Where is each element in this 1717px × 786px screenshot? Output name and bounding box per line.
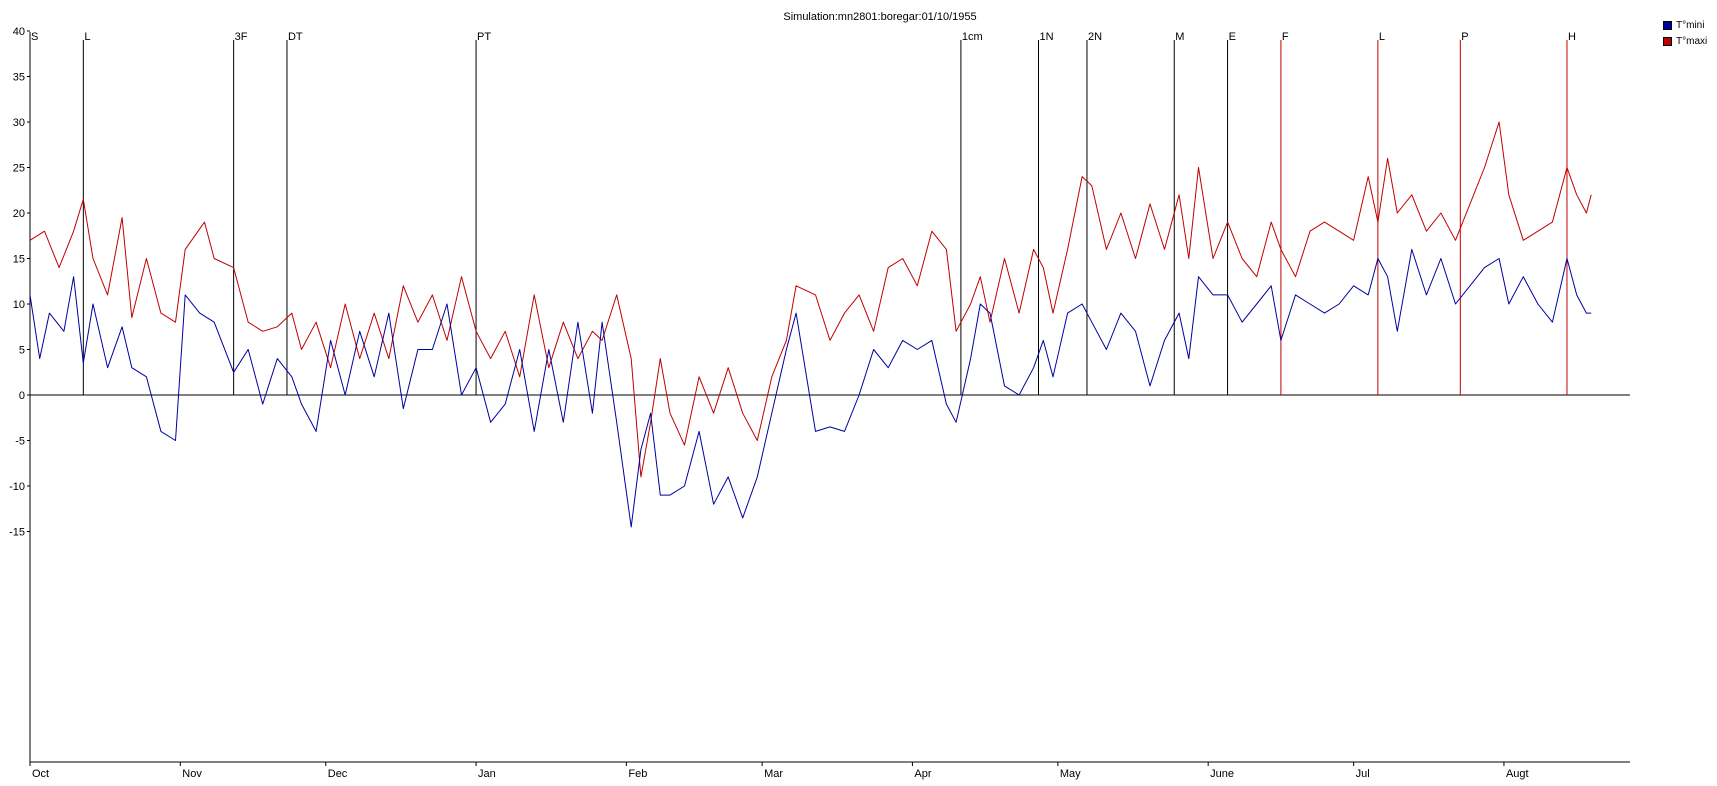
- x-tick-label: Mar: [764, 768, 783, 780]
- legend-item-tmini: T°mini: [1663, 17, 1707, 33]
- y-tick-label: 30: [13, 117, 25, 129]
- stage-marker-label: M: [1175, 31, 1184, 43]
- y-tick-label: 10: [13, 299, 25, 311]
- stage-marker-label: H: [1568, 31, 1576, 43]
- x-tick-label: Jul: [1356, 768, 1370, 780]
- y-tick-label: -5: [15, 436, 25, 448]
- y-tick-label: 5: [19, 345, 25, 357]
- stage-marker-label: PT: [477, 31, 491, 43]
- stage-marker-label: 1cm: [962, 31, 983, 43]
- stage-markers: S L 3F DT PT 1cm 1N 2N M E F L P H: [31, 31, 1576, 395]
- legend-swatch-tmaxi: [1663, 36, 1672, 46]
- chart-title: Simulation:mn2801:boregar:01/10/1955: [783, 11, 976, 23]
- legend-label-tmini: T°mini: [1676, 19, 1705, 31]
- x-tick-label: Feb: [628, 768, 647, 780]
- y-tick-label: -15: [9, 527, 25, 539]
- y-tick-label: -10: [9, 481, 25, 493]
- y-tick-label: 35: [13, 72, 25, 84]
- stage-marker-label: 3F: [235, 31, 248, 43]
- x-tick-label: May: [1060, 768, 1081, 780]
- x-tick-label: June: [1210, 768, 1234, 780]
- x-tick-label: Augt: [1506, 768, 1529, 780]
- legend: T°mini T°maxi: [1663, 17, 1707, 49]
- x-tick-label: Dec: [328, 768, 348, 780]
- series-lines: [29, 121, 1592, 528]
- stage-marker-label: S: [31, 31, 38, 43]
- legend-item-tmaxi: T°maxi: [1663, 33, 1707, 49]
- series-line: [29, 121, 1592, 478]
- series-line: [29, 248, 1592, 528]
- x-tick-label: Nov: [182, 768, 202, 780]
- y-tick-label: 20: [13, 208, 25, 220]
- stage-marker-label: DT: [288, 31, 303, 43]
- stage-marker-label: F: [1282, 31, 1289, 43]
- stage-marker-label: P: [1461, 31, 1468, 43]
- y-tick-label: 15: [13, 254, 25, 266]
- stage-marker-label: L: [84, 31, 90, 43]
- x-tick-label: Apr: [914, 768, 931, 780]
- stage-marker-label: 1N: [1039, 31, 1053, 43]
- y-tick-label: 25: [13, 163, 25, 175]
- stage-marker-label: E: [1229, 31, 1236, 43]
- stage-marker-label: L: [1379, 31, 1385, 43]
- legend-swatch-tmini: [1663, 20, 1672, 30]
- x-tick-label: Jan: [478, 768, 496, 780]
- stage-marker-label: 2N: [1088, 31, 1102, 43]
- legend-label-tmaxi: T°maxi: [1676, 35, 1708, 47]
- x-tick-label: Oct: [32, 768, 49, 780]
- y-tick-label: 0: [19, 390, 25, 402]
- y-tick-label: 40: [13, 26, 25, 38]
- chart-axes: 40 35 30 25 20 15 10 5 0 -5 -10 -15 Oct Nov Dec Jan Feb M…: [9, 26, 1630, 780]
